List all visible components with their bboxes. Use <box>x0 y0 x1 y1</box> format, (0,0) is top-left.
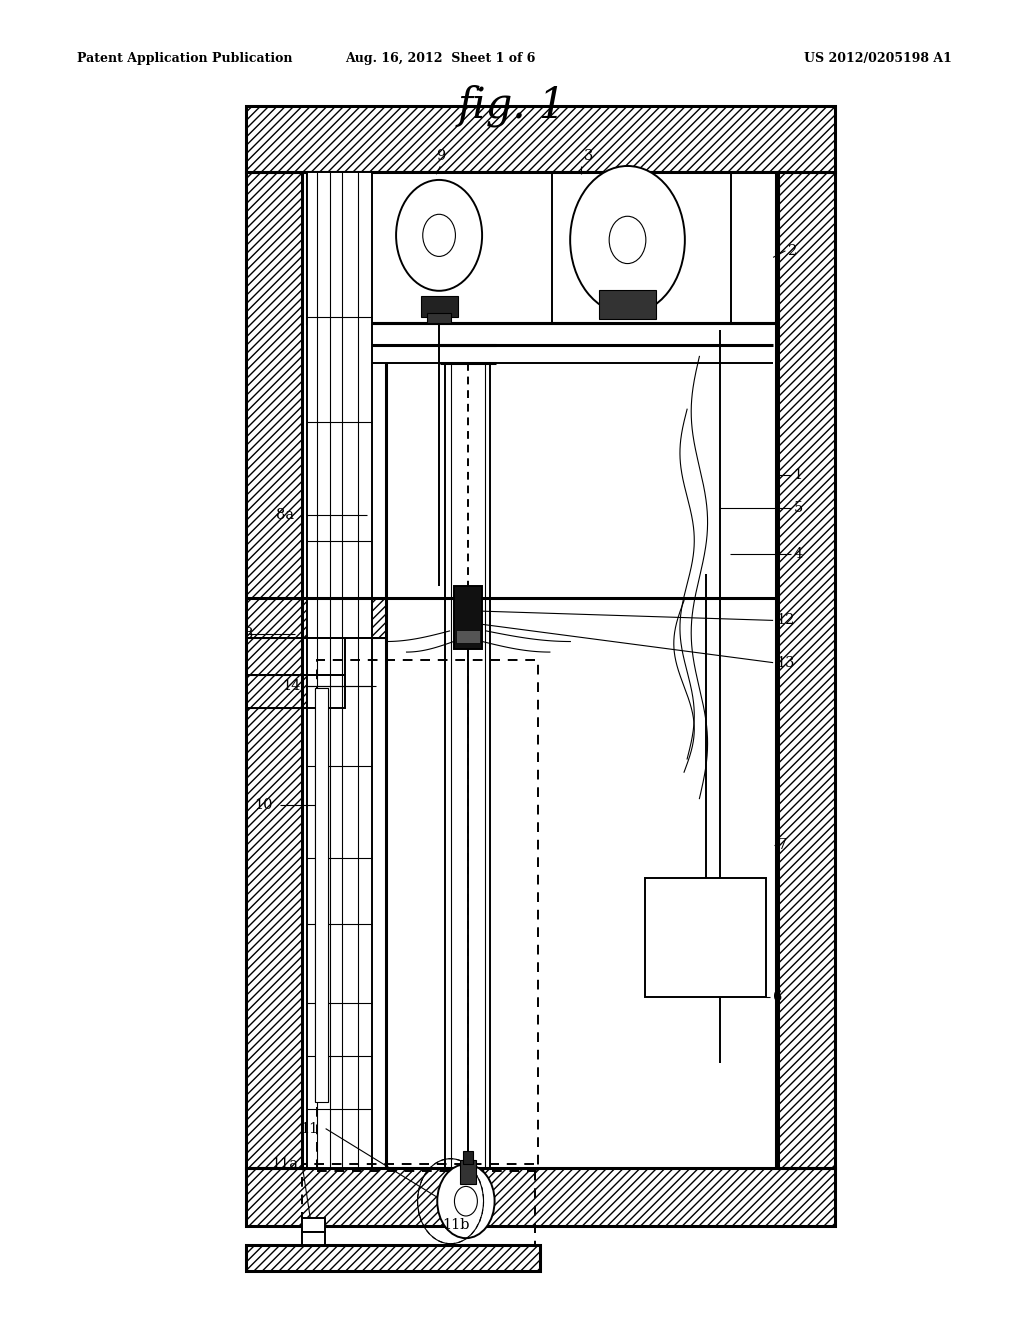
Text: US 2012/0205198 A1: US 2012/0205198 A1 <box>805 51 952 65</box>
Bar <box>460 1160 476 1184</box>
Text: 7: 7 <box>778 838 787 851</box>
Bar <box>307 172 778 323</box>
Text: Aug. 16, 2012  Sheet 1 of 6: Aug. 16, 2012 Sheet 1 of 6 <box>345 51 536 65</box>
Text: 10: 10 <box>254 799 272 812</box>
Bar <box>246 172 302 1168</box>
Text: 11a: 11a <box>271 1158 298 1171</box>
Bar <box>246 107 835 172</box>
Bar <box>302 1218 325 1232</box>
Bar <box>317 660 538 1171</box>
Bar <box>246 598 386 638</box>
Text: 11b: 11b <box>442 1218 469 1232</box>
Bar <box>246 1168 835 1226</box>
Text: 13: 13 <box>776 656 795 669</box>
Text: 8: 8 <box>244 627 253 640</box>
Bar <box>246 107 835 172</box>
Bar <box>246 1245 540 1271</box>
Bar <box>246 172 302 1168</box>
Bar <box>456 630 480 643</box>
Bar <box>463 1151 473 1164</box>
Bar <box>421 296 458 317</box>
Bar <box>246 675 345 708</box>
Text: 11: 11 <box>300 1122 318 1135</box>
Circle shape <box>423 214 456 256</box>
Circle shape <box>437 1164 495 1238</box>
Bar <box>778 172 835 1168</box>
Text: 1: 1 <box>794 469 803 482</box>
Text: 5: 5 <box>794 502 803 515</box>
Text: 3: 3 <box>584 149 593 162</box>
Bar <box>454 586 482 649</box>
Text: fig. 1: fig. 1 <box>458 84 566 127</box>
Bar <box>307 172 372 1168</box>
Circle shape <box>570 166 685 314</box>
Text: 9: 9 <box>435 149 445 162</box>
Text: 4: 4 <box>794 548 803 561</box>
Bar <box>427 313 452 323</box>
Bar <box>246 1245 540 1271</box>
Circle shape <box>396 180 482 290</box>
Bar <box>302 1232 325 1245</box>
Bar <box>302 1164 535 1245</box>
Text: Patent Application Publication: Patent Application Publication <box>77 51 292 65</box>
Circle shape <box>455 1187 477 1216</box>
Bar <box>246 1168 835 1226</box>
Text: 12: 12 <box>776 614 795 627</box>
Text: 14: 14 <box>283 680 301 693</box>
Bar <box>599 290 656 319</box>
Text: 8a: 8a <box>276 508 295 521</box>
Bar <box>246 675 345 708</box>
Bar <box>778 172 835 1168</box>
Bar <box>315 688 328 1102</box>
Text: 6: 6 <box>773 990 782 1003</box>
Bar <box>645 878 766 997</box>
Circle shape <box>609 216 646 264</box>
Bar <box>246 598 386 638</box>
Text: 2: 2 <box>788 244 798 257</box>
